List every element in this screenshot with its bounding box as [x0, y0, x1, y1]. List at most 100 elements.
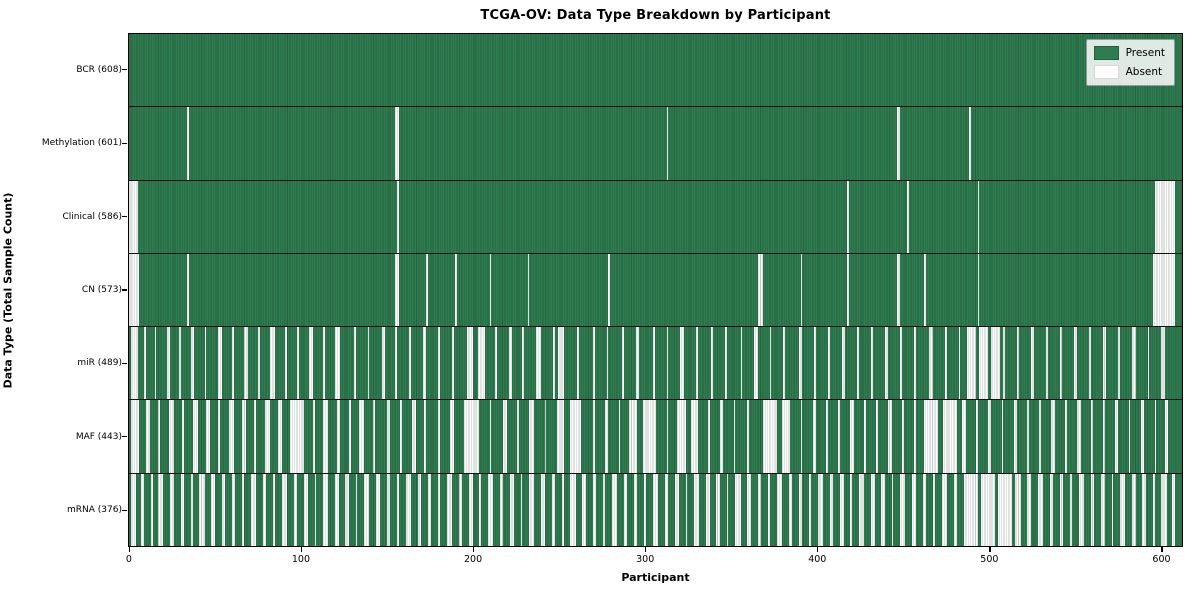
absent-span	[902, 400, 904, 473]
absent-span	[733, 400, 736, 473]
absent-span	[199, 473, 205, 546]
absent-span	[606, 327, 609, 400]
absent-span	[958, 327, 961, 400]
absent-span	[180, 473, 184, 546]
absent-span	[1161, 473, 1167, 546]
absent-span	[1171, 473, 1176, 546]
absent-span	[847, 180, 849, 253]
absent-span	[1090, 400, 1093, 473]
absent-span	[154, 327, 157, 400]
absent-span	[1060, 327, 1062, 400]
y-axis-label: Data Type (Total Sample Count)	[1, 192, 15, 389]
absent-span	[1015, 473, 1021, 546]
absent-span	[376, 473, 380, 546]
absent-span	[604, 400, 609, 473]
absent-span	[178, 327, 181, 400]
absent-span	[467, 327, 473, 400]
absent-span	[623, 473, 628, 546]
absent-span	[187, 253, 190, 327]
absent-span	[450, 400, 454, 473]
absent-span	[278, 400, 282, 473]
x-tick-mark	[128, 547, 131, 552]
absent-span	[281, 473, 288, 546]
absent-span	[166, 327, 171, 400]
x-tick-mark	[817, 547, 819, 552]
absent-span	[1111, 473, 1114, 546]
absent-span	[250, 473, 257, 546]
absent-span	[348, 400, 351, 473]
absent-span	[912, 473, 916, 546]
absent-span	[1017, 327, 1019, 400]
absent-span	[335, 473, 339, 546]
absent-span	[405, 473, 411, 546]
absent-span	[628, 400, 638, 473]
absent-span	[828, 327, 830, 400]
absent-span	[747, 400, 750, 473]
absent-span	[1128, 400, 1131, 473]
x-tick-mark	[300, 547, 303, 552]
absent-span	[218, 400, 221, 473]
absent-span	[664, 473, 669, 546]
absent-span	[527, 253, 530, 327]
absent-span	[603, 473, 605, 546]
absent-span	[146, 400, 150, 473]
legend-label-absent: Absent	[1125, 65, 1163, 78]
absent-span	[168, 400, 174, 473]
absent-span	[424, 400, 427, 473]
absent-span	[967, 327, 976, 400]
absent-span	[558, 327, 564, 400]
absent-span	[438, 327, 440, 400]
absent-span	[929, 327, 933, 400]
absent-span	[1132, 473, 1136, 546]
absent-span	[1142, 473, 1146, 546]
absent-span	[412, 400, 416, 473]
absent-span	[345, 473, 349, 546]
absent-span	[735, 473, 741, 546]
absent-span	[740, 327, 743, 400]
absent-span	[666, 107, 669, 180]
absent-span	[395, 107, 399, 180]
absent-span	[130, 327, 138, 400]
absent-span	[151, 473, 154, 546]
absent-span	[477, 327, 485, 400]
absent-span	[850, 400, 854, 473]
absent-span	[488, 473, 494, 546]
absent-span	[264, 400, 270, 473]
absent-span	[129, 253, 140, 327]
absent-span	[455, 253, 458, 327]
absent-span	[408, 327, 411, 400]
absent-span	[932, 473, 935, 546]
absent-span	[561, 473, 564, 546]
absent-span	[841, 327, 846, 400]
absent-span	[622, 327, 624, 400]
absent-span	[1027, 400, 1030, 473]
absent-span	[998, 473, 1012, 546]
absent-span	[1013, 400, 1018, 473]
absent-span	[381, 327, 385, 400]
absent-span	[417, 473, 421, 546]
absent-span	[529, 473, 535, 546]
absent-span	[422, 327, 427, 400]
absent-span	[354, 327, 356, 400]
absent-span	[611, 473, 617, 546]
x-tick-mark	[473, 547, 475, 552]
absent-span	[1115, 400, 1119, 473]
absent-span	[190, 473, 193, 546]
absent-span	[1073, 327, 1078, 400]
absent-span	[386, 400, 391, 473]
absent-span	[242, 400, 246, 473]
absent-span	[541, 473, 545, 546]
absent-span	[285, 327, 288, 400]
heatmap-row-mrna	[129, 472, 1182, 546]
absent-span	[829, 473, 834, 546]
absent-span	[396, 473, 399, 546]
absent-span	[884, 327, 889, 400]
absent-span	[187, 107, 190, 180]
absent-span	[386, 473, 391, 546]
absent-span	[304, 473, 308, 546]
absent-span	[314, 473, 317, 546]
absent-span	[141, 473, 145, 546]
absent-span	[577, 327, 580, 400]
absent-span	[510, 473, 514, 546]
absent-span	[871, 327, 873, 400]
